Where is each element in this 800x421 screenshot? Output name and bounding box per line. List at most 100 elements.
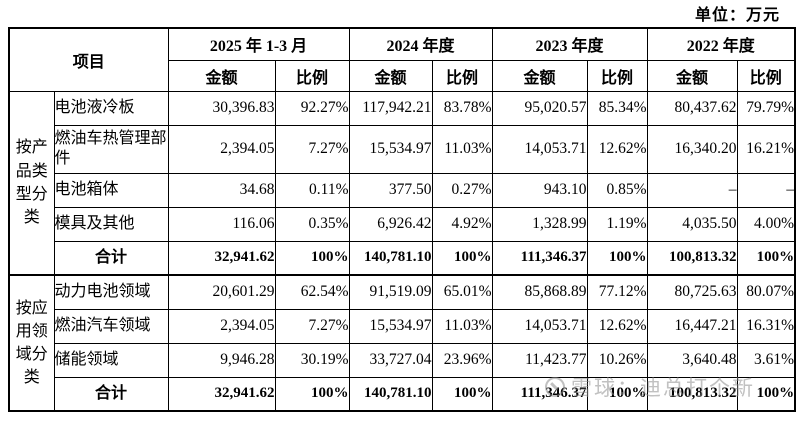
amount-cell: 100,813.32 — [646, 376, 738, 412]
amount-cell: 95,020.57 — [491, 90, 588, 126]
header-period-2025: 2025 年 1-3 月 — [167, 27, 350, 61]
table-row: 模具及其他 116.06 0.35% 6,926.42 4.92% 1,328.99 1.1… — [9, 206, 796, 242]
amount-cell: 33,727.04 — [348, 342, 433, 378]
header-row-periods: 项目 2025 年 1-3 月 2024 年度 2023 年度 2022 年度 — [8, 27, 796, 92]
header-amount-2022: 金额 — [646, 59, 738, 92]
amount-cell: 15,534.97 — [348, 308, 433, 344]
header-period-2022: 2022 年度 — [646, 27, 796, 61]
table-row: 按应 用领 域分 类动力电池领域 20,601.29 62.54% 91,519.09… — [8, 274, 796, 412]
amount-cell: 34.68 — [167, 172, 276, 208]
amount-cell: 140,781.10 — [348, 376, 433, 412]
ratio-cell: 7.27% — [274, 308, 350, 344]
row-label: 燃油汽车领域 — [53, 308, 169, 344]
ratio-cell: 100% — [431, 376, 493, 412]
table-row: 燃油车热管理部件 2,394.05 7.27% 15,534.97 11.03% 14,0… — [9, 124, 796, 174]
ratio-cell: 100% — [274, 240, 350, 276]
amount-cell: 85,868.89 — [491, 274, 588, 310]
header-item: 项目 — [8, 27, 169, 92]
ratio-cell: – — [736, 172, 796, 208]
row-label-total: 合计 — [53, 240, 169, 276]
ratio-cell: 12.62% — [586, 124, 648, 174]
amount-cell: 14,053.71 — [491, 308, 588, 344]
ratio-cell: 0.27% — [431, 172, 493, 208]
ratio-cell: 23.96% — [431, 342, 493, 378]
ratio-cell: 1.19% — [586, 206, 648, 242]
amount-cell: 3,640.48 — [646, 342, 738, 378]
ratio-cell: 7.27% — [274, 124, 350, 174]
ratio-cell: 100% — [274, 376, 350, 412]
table-row: 按产 品类 型分 类电池液冷板 30,396.83 92.27% 117,942.21… — [8, 90, 796, 276]
amount-cell: 32,941.62 — [167, 376, 276, 412]
row-label: 电池液冷板 — [53, 90, 169, 126]
table-header: 项目 2025 年 1-3 月 2024 年度 2023 年度 2022 年度 … — [8, 27, 796, 92]
header-ratio-2024: 比例 — [431, 59, 493, 92]
row-label: 动力电池领域 — [53, 274, 169, 310]
ratio-cell: 4.00% — [736, 206, 796, 242]
amount-cell: 80,725.63 — [646, 274, 738, 310]
amount-cell: 2,394.05 — [167, 308, 276, 344]
header-ratio-2022: 比例 — [736, 59, 796, 92]
ratio-cell: 0.11% — [274, 172, 350, 208]
ratio-cell: 77.12% — [586, 274, 648, 310]
row-label-total: 合计 — [53, 376, 169, 412]
amount-cell: 15,534.97 — [348, 124, 433, 174]
amount-cell: 32,941.62 — [167, 240, 276, 276]
ratio-cell: 100% — [586, 376, 648, 412]
total-row: 合计 32,941.62 100% 140,781.10 100% 111,346.37 1… — [9, 376, 796, 412]
amount-cell: 111,346.37 — [491, 376, 588, 412]
amount-cell: 20,601.29 — [167, 274, 276, 310]
amount-cell: 1,328.99 — [491, 206, 588, 242]
amount-cell: 6,926.42 — [348, 206, 433, 242]
header-amount-2023: 金额 — [491, 59, 588, 92]
header-ratio-2025: 比例 — [274, 59, 350, 92]
amount-cell: 11,423.77 — [491, 342, 588, 378]
ratio-cell: 0.85% — [586, 172, 648, 208]
table-row: 储能领域 9,946.28 30.19% 33,727.04 23.96% 11,423.… — [9, 342, 796, 378]
revenue-breakdown-table: 项目 2025 年 1-3 月 2024 年度 2023 年度 2022 年度 … — [8, 27, 797, 412]
ratio-cell: 92.27% — [274, 90, 350, 126]
category-group-label: 按产 品类 型分 类 — [8, 90, 55, 276]
amount-cell: 80,437.62 — [646, 90, 738, 126]
amount-cell: 117,942.21 — [348, 90, 433, 126]
amount-cell: 16,340.20 — [646, 124, 738, 174]
amount-cell: 943.10 — [491, 172, 588, 208]
header-period-2024: 2024 年度 — [348, 27, 493, 61]
ratio-cell: 100% — [736, 240, 796, 276]
amount-cell: 140,781.10 — [348, 240, 433, 276]
row-label: 燃油车热管理部件 — [53, 124, 169, 174]
ratio-cell: 16.21% — [736, 124, 796, 174]
ratio-cell: 12.62% — [586, 308, 648, 344]
amount-cell: 30,396.83 — [167, 90, 276, 126]
unit-label: 单位：万元 — [694, 7, 780, 24]
ratio-cell: 16.31% — [736, 308, 796, 344]
ratio-cell: 4.92% — [431, 206, 493, 242]
amount-cell: 377.50 — [348, 172, 433, 208]
row-label: 储能领域 — [53, 342, 169, 378]
row-label: 模具及其他 — [53, 206, 169, 242]
ratio-cell: 100% — [586, 240, 648, 276]
amount-cell: 9,946.28 — [167, 342, 276, 378]
amount-cell: 2,394.05 — [167, 124, 276, 174]
header-amount-2025: 金额 — [167, 59, 276, 92]
amount-cell: 116.06 — [167, 206, 276, 242]
amount-cell: 16,447.21 — [646, 308, 738, 344]
ratio-cell: 65.01% — [431, 274, 493, 310]
ratio-cell: 83.78% — [431, 90, 493, 126]
amount-cell: 4,035.50 — [646, 206, 738, 242]
ratio-cell: 100% — [431, 240, 493, 276]
amount-cell: – — [646, 172, 738, 208]
ratio-cell: 80.07% — [736, 274, 796, 310]
amount-cell: 111,346.37 — [491, 240, 588, 276]
header-row-subcolumns: 金额 比例 金额 比例 金额 比例 金额 比例 — [9, 59, 796, 92]
ratio-cell: 0.35% — [274, 206, 350, 242]
header-ratio-2023: 比例 — [586, 59, 648, 92]
amount-cell: 100,813.32 — [646, 240, 738, 276]
table-row: 燃油汽车领域 2,394.05 7.27% 15,534.97 11.03% 14,053… — [9, 308, 796, 344]
ratio-cell: 79.79% — [736, 90, 796, 126]
table-row: 电池箱体 34.68 0.11% 377.50 0.27% 943.10 0.85% – – — [9, 172, 796, 208]
ratio-cell: 30.19% — [274, 342, 350, 378]
row-label: 电池箱体 — [53, 172, 169, 208]
header-amount-2024: 金额 — [348, 59, 433, 92]
amount-cell: 91,519.09 — [348, 274, 433, 310]
